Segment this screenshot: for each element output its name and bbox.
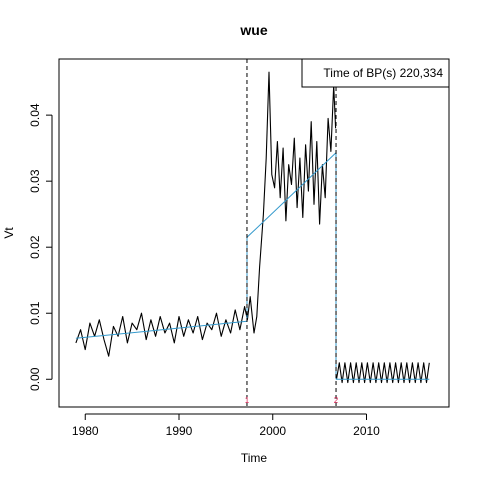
y-axis-label: Vt: [2, 227, 16, 239]
observed-line-segment-2: [335, 362, 430, 384]
y-tick-label-0.03: 0.03: [28, 169, 42, 193]
y-tick-label-0.02: 0.02: [28, 235, 42, 259]
fitted-trend-line-segment-1: [75, 320, 248, 339]
x-axis-label: Time: [241, 451, 268, 465]
plot-frame: [58, 58, 450, 408]
chart-title: wue: [239, 22, 267, 38]
x-tick-label-2010: 2010: [353, 424, 380, 438]
legend-text: Time of BP(s) 220,334: [323, 66, 443, 80]
y-tick-label-0.00: 0.00: [28, 367, 42, 391]
legend-box: [301, 58, 450, 88]
axes: 1980 1990 2000 2010 0.00 0.01 0.02 0.03 0.04: [28, 103, 380, 438]
observed-line-segment-1: [75, 71, 337, 357]
fitted-trend-line-segment-3: [246, 152, 337, 238]
breakpoint-marker-2: 2: [334, 396, 339, 405]
x-tick-label-2000: 2000: [259, 424, 286, 438]
breakpoint-marker-1: 1: [245, 396, 250, 405]
y-tick-label-0.04: 0.04: [28, 103, 42, 127]
y-tick-label-0.01: 0.01: [28, 301, 42, 325]
x-tick-label-1980: 1980: [72, 424, 99, 438]
legend: Time of BP(s) 220,334: [301, 58, 450, 88]
x-tick-label-1990: 1990: [166, 424, 193, 438]
